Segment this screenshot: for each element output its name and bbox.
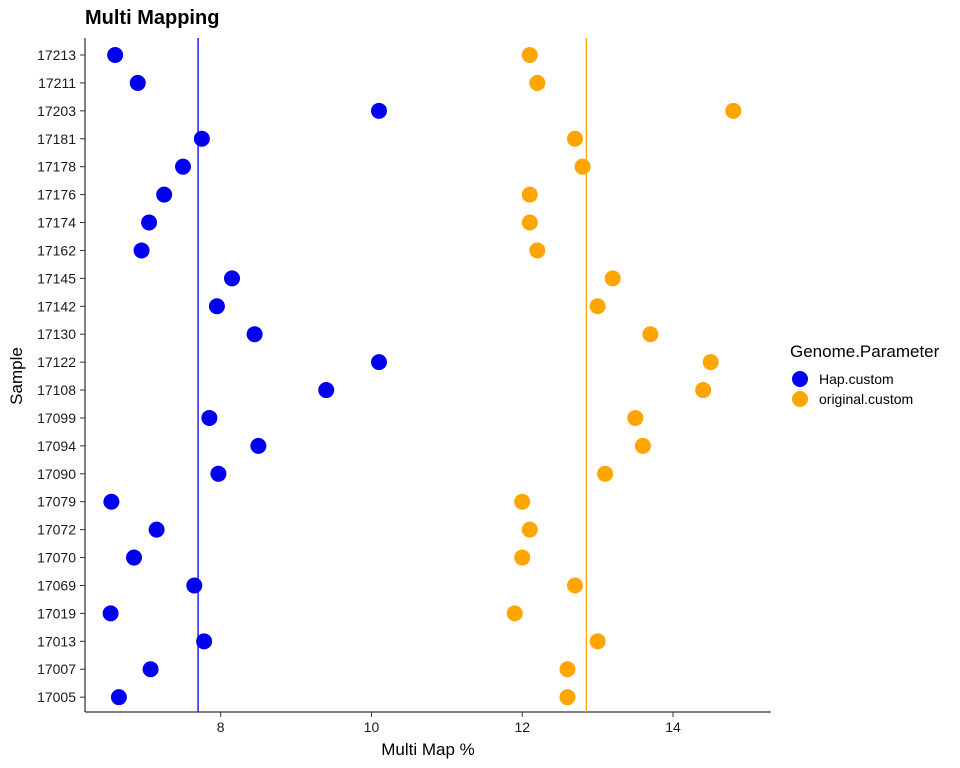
point-hap-custom (141, 214, 158, 231)
y-tick-label: 17079 (37, 494, 76, 510)
point-hap-custom (156, 186, 173, 203)
y-axis-title: Sample (7, 347, 26, 405)
point-hap-custom (129, 74, 146, 91)
y-tick-label: 17094 (37, 438, 76, 454)
legend-label-hap-custom: Hap.custom (819, 371, 894, 387)
point-hap-custom (107, 47, 124, 63)
point-original-custom (559, 689, 576, 706)
y-tick-label: 17099 (37, 410, 76, 426)
point-hap-custom (103, 493, 120, 510)
point-original-custom (521, 214, 538, 231)
point-hap-custom (126, 549, 142, 566)
point-hap-custom (371, 354, 387, 371)
point-original-custom (574, 158, 591, 175)
point-hap-custom (196, 633, 213, 650)
chart-title: Multi Mapping (85, 7, 219, 29)
x-tick-label: 12 (514, 719, 530, 735)
point-hap-custom (142, 661, 159, 678)
legend-label-original-custom: original.custom (819, 391, 913, 407)
point-hap-custom (110, 689, 127, 706)
point-hap-custom (318, 382, 335, 399)
point-original-custom (589, 633, 606, 650)
x-axis-title: Multi Map % (381, 740, 475, 759)
point-hap-custom (250, 437, 267, 454)
point-original-custom (506, 605, 523, 622)
point-original-custom (604, 270, 621, 287)
point-original-custom (529, 74, 546, 91)
x-tick-label: 8 (217, 719, 225, 735)
point-original-custom (725, 102, 742, 119)
y-tick-label: 17090 (37, 466, 76, 482)
y-tick-label: 17013 (37, 633, 76, 649)
y-tick-label: 17211 (38, 75, 76, 91)
point-original-custom (567, 130, 583, 147)
y-tick-label: 17070 (37, 550, 76, 566)
point-original-custom (642, 326, 659, 343)
point-original-custom (521, 186, 538, 203)
y-tick-label: 17122 (37, 354, 76, 370)
plot-area: 8 10 12 14 17213 17211 17203 17181 17178 17176 171… (37, 38, 771, 735)
legend-key-original-custom (792, 391, 808, 407)
point-original-custom (634, 437, 651, 454)
point-hap-custom (208, 298, 225, 315)
y-tick-label: 17162 (37, 242, 76, 258)
y-tick-label: 17069 (37, 577, 76, 593)
point-hap-custom (371, 102, 387, 119)
point-hap-custom (148, 521, 165, 538)
y-tick-label: 17072 (37, 522, 76, 538)
y-tick-label: 17005 (37, 689, 76, 705)
point-hap-custom (210, 465, 227, 482)
y-tick-label: 17174 (37, 215, 76, 231)
point-original-custom (521, 521, 538, 538)
y-tick-label: 17181 (37, 131, 76, 147)
point-original-custom (589, 298, 606, 315)
point-original-custom (567, 577, 583, 594)
point-original-custom (529, 242, 546, 259)
point-hap-custom (193, 130, 210, 147)
point-original-custom (597, 465, 614, 482)
point-hap-custom (186, 577, 203, 594)
point-original-custom (702, 354, 719, 371)
x-tick-label: 14 (665, 719, 681, 735)
legend: Genome.Parameter Hap.custom original.cus… (790, 342, 940, 407)
y-tick-label: 17203 (37, 103, 76, 119)
y-tick-label: 17145 (37, 270, 76, 286)
y-tick-label: 17213 (37, 47, 76, 63)
legend-title: Genome.Parameter (790, 342, 940, 361)
y-tick-label: 17142 (37, 298, 76, 314)
y-tick-label: 17007 (37, 661, 76, 677)
y-tick-label: 17019 (37, 605, 76, 621)
point-original-custom (627, 409, 644, 426)
y-tick-label: 17178 (37, 159, 76, 175)
legend-key-hap-custom (792, 371, 808, 387)
point-hap-custom (133, 242, 150, 259)
y-tick-label: 17176 (37, 187, 76, 203)
point-original-custom (514, 549, 531, 566)
point-original-custom (559, 661, 576, 678)
x-tick-label: 10 (364, 719, 380, 735)
y-tick-label: 17130 (37, 326, 76, 342)
point-original-custom (521, 47, 538, 63)
point-hap-custom (224, 270, 240, 287)
y-tick-label: 17108 (37, 382, 76, 398)
point-original-custom (514, 493, 531, 510)
point-hap-custom (102, 605, 119, 622)
point-original-custom (695, 382, 712, 399)
point-hap-custom (246, 326, 263, 343)
point-hap-custom (201, 409, 218, 426)
point-hap-custom (175, 158, 191, 175)
